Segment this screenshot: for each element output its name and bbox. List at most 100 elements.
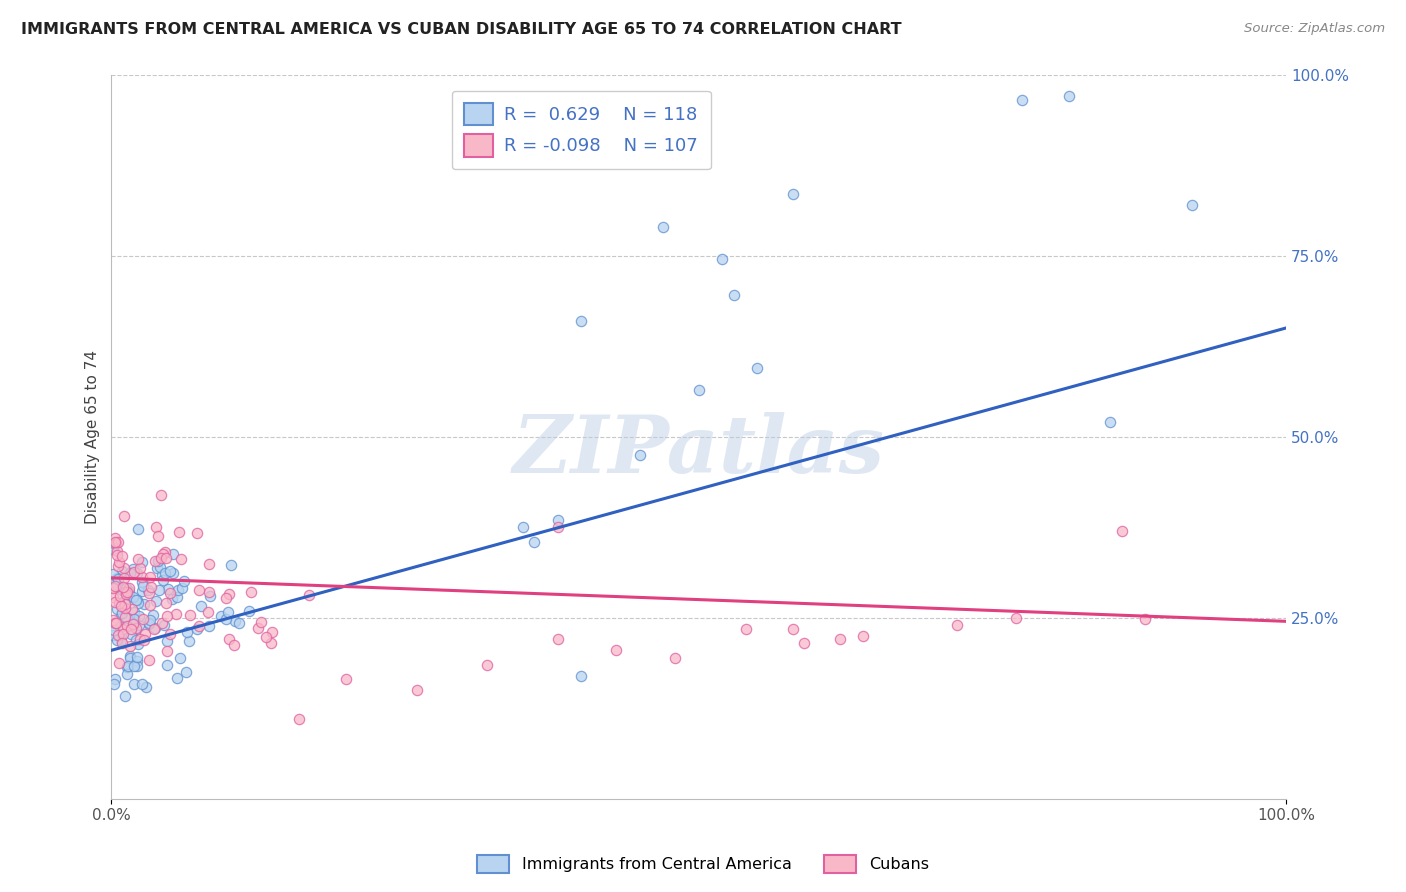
Point [162,547,184,561]
Point [128,560,150,574]
Point [101,542,124,557]
Point [547,520,569,534]
Point [122,565,145,579]
Point [1111,524,1133,538]
Point [124,658,146,673]
Point [166,671,188,685]
Point [155,551,177,566]
Point [108,628,131,642]
Point [711,252,734,267]
Point [240,584,263,599]
Point [125,659,148,673]
Point [114,585,136,599]
Point [128,618,150,632]
Point [122,605,145,619]
Point [174,665,197,680]
Point [120,648,142,663]
Point [188,582,211,597]
Point [152,618,174,632]
Point [131,583,153,598]
Point [135,680,157,694]
Point [127,522,149,536]
Point [153,566,176,580]
Point [122,590,145,604]
Point [523,534,546,549]
Point [149,487,172,501]
Point [218,587,240,601]
Point [118,639,141,653]
Point [120,650,142,665]
Point [723,288,745,302]
Point [122,616,145,631]
Point [132,632,155,647]
Point [173,574,195,588]
Point [405,683,427,698]
Point [190,599,212,613]
Point [187,619,209,633]
Point [138,615,160,630]
Point [170,552,193,566]
Point [217,605,239,619]
Point [120,626,142,640]
Point [1004,610,1026,624]
Point [148,582,170,597]
Legend: R =  0.629    N = 118, R = -0.098    N = 107: R = 0.629 N = 118, R = -0.098 N = 107 [451,91,710,169]
Point [1133,612,1156,626]
Point [111,622,134,636]
Point [747,360,769,375]
Point [105,601,128,615]
Point [569,668,592,682]
Point [186,622,208,636]
Point [107,628,129,642]
Point [103,536,125,550]
Point [131,677,153,691]
Point [146,561,169,575]
Point [186,525,208,540]
Point [108,620,131,634]
Point [118,566,141,580]
Point [198,590,221,604]
Point [107,535,129,549]
Point [157,582,180,597]
Point [177,634,200,648]
Point [198,619,221,633]
Point [156,609,179,624]
Point [179,608,201,623]
Point [166,583,188,598]
Point [105,632,128,647]
Point [145,621,167,635]
Point [103,677,125,691]
Point [125,621,148,635]
Point [114,598,136,612]
Point [159,564,181,578]
Point [152,547,174,561]
Point [215,591,238,606]
Point [115,619,138,633]
Point [224,614,246,628]
Point [127,552,149,566]
Point [288,712,311,726]
Point [122,562,145,576]
Point [477,657,499,672]
Point [155,596,177,610]
Point [146,529,169,543]
Point [115,581,138,595]
Point [246,621,269,635]
Point [160,592,183,607]
Point [132,612,155,626]
Point [1098,415,1121,429]
Point [125,622,148,636]
Point [1011,93,1033,107]
Point [112,508,135,523]
Point [166,590,188,604]
Point [115,587,138,601]
Point [118,581,141,595]
Point [569,314,592,328]
Point [150,568,173,582]
Point [121,602,143,616]
Point [105,578,128,592]
Point [167,524,190,539]
Point [105,548,128,562]
Point [104,615,127,630]
Point [127,596,149,610]
